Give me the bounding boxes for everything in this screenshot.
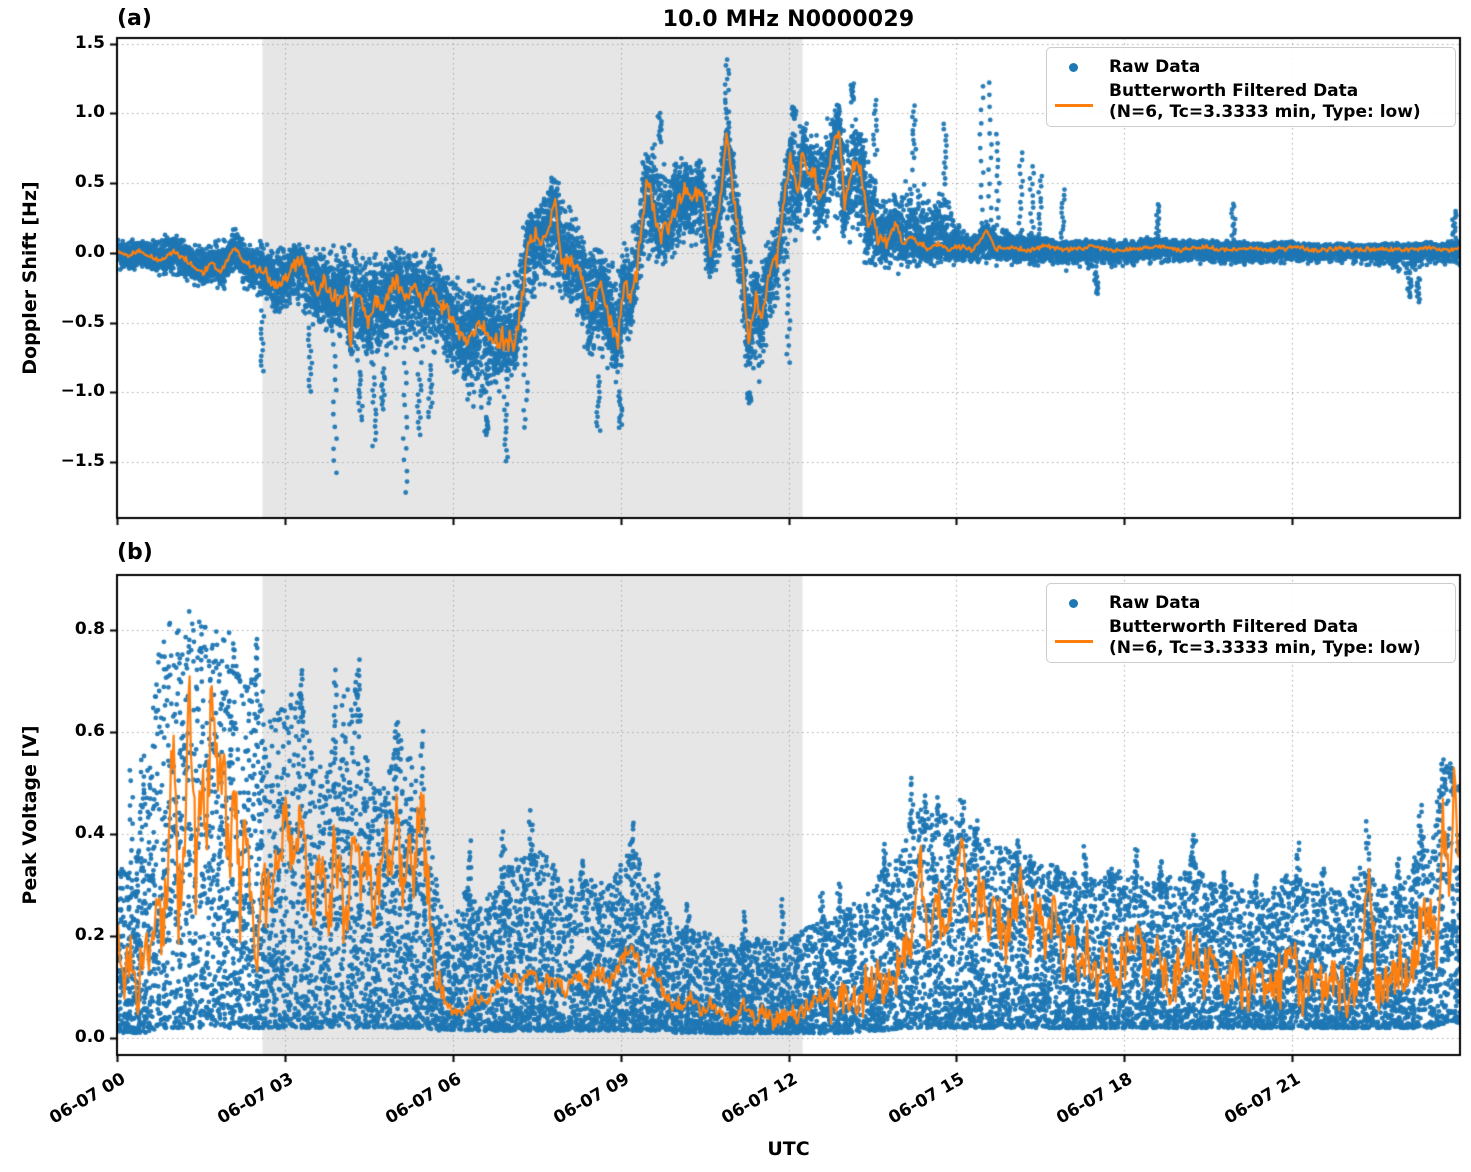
legend-filtered-label: Butterworth Filtered Data (N=6, Tc=3.333… [1109, 81, 1421, 123]
panel-a-ytick-label: 0.0 [74, 241, 105, 262]
panel-a-ytick-label: −0.5 [60, 311, 105, 332]
panel-b-ytick-label: 0.2 [74, 925, 105, 946]
legend-filtered-label: Butterworth Filtered Data (N=6, Tc=3.333… [1109, 617, 1421, 659]
raw-data-marker-icon [1069, 63, 1078, 72]
filtered-line-marker-icon [1055, 640, 1093, 643]
panel-b-legend: Raw Data Butterworth Filtered Data (N=6,… [1046, 583, 1456, 663]
panel-a-ytick-label: −1.5 [60, 451, 105, 472]
panel-b-tag: (b) [117, 540, 153, 565]
panel-b-ytick-label: 0.4 [74, 823, 105, 844]
panel-a-ytick-label: −1.0 [60, 381, 105, 402]
panel-b-ytick-label: 0.8 [74, 619, 105, 640]
panel-a-ytick-label: 1.5 [74, 32, 105, 53]
panel-a-tag: (a) [117, 6, 152, 31]
legend-raw-label: Raw Data [1109, 57, 1201, 77]
panel-b-ylabel: Peak Voltage [V] [19, 725, 41, 905]
x-axis-label: UTC [767, 1138, 810, 1160]
panel-a-ytick-label: 0.5 [74, 172, 105, 193]
filtered-line-marker-icon [1055, 104, 1093, 107]
raw-data-marker-icon [1069, 599, 1078, 608]
legend-filtered-line2: (N=6, Tc=3.3333 min, Type: low) [1109, 102, 1421, 122]
chart-title: 10.0 MHz N0000029 [662, 7, 915, 32]
legend-filtered-line1: Butterworth Filtered Data [1109, 617, 1359, 637]
legend-raw-label: Raw Data [1109, 593, 1201, 613]
panel-b-ytick-label: 0.6 [74, 721, 105, 742]
panel-a-ylabel: Doppler Shift [Hz] [19, 181, 41, 375]
legend-filtered-line2: (N=6, Tc=3.3333 min, Type: low) [1109, 638, 1421, 658]
legend-filtered-line1: Butterworth Filtered Data [1109, 81, 1359, 101]
panel-a-legend: Raw Data Butterworth Filtered Data (N=6,… [1046, 47, 1456, 127]
panel-b-ytick-label: 0.0 [74, 1027, 105, 1048]
panel-a-ytick-label: 1.0 [74, 102, 105, 123]
